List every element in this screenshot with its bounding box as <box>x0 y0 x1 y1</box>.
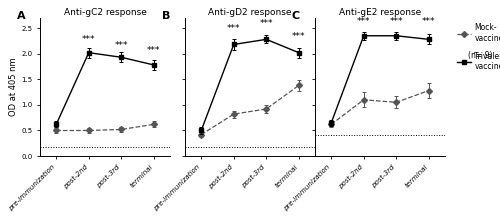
Legend: Mock-
vaccine, Trivalent (n= 8)
vaccine: Mock- vaccine, Trivalent (n= 8) vaccine <box>456 22 500 73</box>
Text: ***: *** <box>147 46 160 55</box>
Text: ***: *** <box>82 35 96 44</box>
Text: B: B <box>162 11 170 21</box>
Title: Anti-gE2 response: Anti-gE2 response <box>339 8 421 17</box>
Title: Anti-gC2 response: Anti-gC2 response <box>64 8 146 17</box>
Text: ***: *** <box>357 17 370 25</box>
Text: ***: *** <box>114 41 128 50</box>
Text: ***: *** <box>422 17 436 25</box>
Title: Anti-gD2 response: Anti-gD2 response <box>208 8 292 17</box>
Text: ***: *** <box>260 19 273 28</box>
Y-axis label: OD at 405 nm: OD at 405 nm <box>10 58 18 116</box>
Text: A: A <box>16 11 25 21</box>
Text: ***: *** <box>227 24 240 33</box>
Text: ***: *** <box>292 32 306 41</box>
Text: C: C <box>292 11 300 21</box>
Text: ***: *** <box>390 17 403 25</box>
Text: (n= 9): (n= 9) <box>468 51 492 60</box>
